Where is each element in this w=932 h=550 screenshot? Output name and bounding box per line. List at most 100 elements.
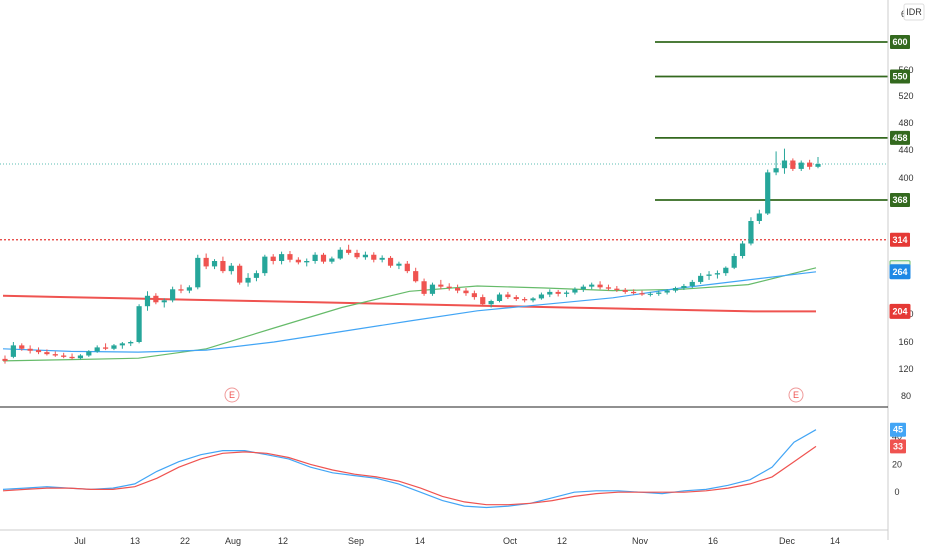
candle-body[interactable] — [237, 265, 243, 283]
candle-body[interactable] — [513, 297, 519, 300]
candle-body[interactable] — [698, 275, 704, 282]
time-axis[interactable]: Jul 13 22 Aug 12 Sep 14 Oct 12 Nov 16 Dec 14 — [74, 536, 840, 546]
earnings-event-marker[interactable] — [788, 387, 804, 403]
candle-body[interactable] — [765, 172, 771, 214]
candle-body[interactable] — [144, 295, 151, 307]
candle-body[interactable] — [346, 249, 352, 253]
candle-body[interactable] — [220, 261, 226, 272]
candle-body[interactable] — [52, 354, 58, 356]
candle-body[interactable] — [723, 267, 729, 274]
candle-body[interactable] — [354, 252, 360, 258]
candle-body[interactable] — [530, 298, 536, 301]
candle-body[interactable] — [136, 306, 142, 342]
candle-body[interactable] — [681, 285, 687, 288]
level-badge[interactable] — [890, 69, 910, 84]
candle-body[interactable] — [77, 355, 84, 359]
candle-body[interactable] — [639, 293, 645, 295]
candle-body[interactable] — [622, 289, 628, 292]
candle-body[interactable] — [664, 290, 670, 293]
candle-body[interactable] — [706, 274, 712, 276]
candle-body[interactable] — [69, 356, 75, 359]
candle-body[interactable] — [656, 292, 662, 294]
candle-body[interactable] — [589, 284, 595, 287]
candle-body[interactable] — [597, 284, 603, 288]
candle-body[interactable] — [287, 254, 293, 260]
candle-body[interactable] — [714, 273, 721, 275]
candle-body[interactable] — [471, 293, 477, 298]
candle-body[interactable] — [94, 347, 100, 352]
candle-body[interactable] — [798, 162, 804, 169]
candle-body[interactable] — [61, 355, 67, 357]
candle-body[interactable] — [781, 160, 788, 169]
candle-body[interactable] — [689, 281, 695, 286]
ma-value-badge[interactable] — [889, 303, 911, 319]
candle-body[interactable] — [421, 281, 427, 294]
candle-body[interactable] — [119, 343, 125, 346]
candle-body[interactable] — [253, 273, 260, 278]
candle-body[interactable] — [379, 257, 385, 260]
level-badge[interactable] — [890, 232, 910, 247]
candle-body[interactable] — [555, 291, 561, 294]
candle-body[interactable] — [19, 345, 25, 349]
candle-body[interactable] — [304, 261, 310, 263]
candle-body[interactable] — [739, 243, 746, 257]
candle-body[interactable] — [186, 287, 192, 291]
candle-body[interactable] — [580, 286, 586, 290]
price-pane[interactable]: 6456052048044040020016012080IDR600550458… — [0, 3, 925, 403]
candle-body[interactable] — [86, 351, 92, 356]
candle-body[interactable] — [413, 271, 419, 282]
candle-body[interactable] — [203, 257, 209, 267]
candle-body[interactable] — [404, 263, 410, 272]
candle-body[interactable] — [295, 259, 301, 263]
oscillator-value-badge[interactable] — [890, 422, 906, 437]
candle-body[interactable] — [153, 295, 159, 303]
candle-body[interactable] — [396, 263, 402, 266]
candle-body[interactable] — [228, 265, 234, 272]
candle-body[interactable] — [337, 249, 343, 259]
candle-body[interactable] — [161, 300, 167, 303]
candle-body[interactable] — [262, 256, 268, 274]
candle-body[interactable] — [522, 299, 528, 301]
candle-body[interactable] — [815, 164, 821, 167]
candle-body[interactable] — [27, 348, 33, 351]
candle-body[interactable] — [748, 221, 754, 244]
candle-body[interactable] — [178, 289, 184, 291]
candle-body[interactable] — [547, 291, 553, 295]
candle-body[interactable] — [44, 352, 50, 355]
candle-body[interactable] — [35, 350, 42, 353]
candle-body[interactable] — [454, 288, 461, 291]
currency-box[interactable] — [903, 3, 925, 21]
candle-body[interactable] — [631, 291, 637, 294]
candle-body[interactable] — [170, 289, 176, 301]
candle-body[interactable] — [387, 257, 394, 266]
candle-body[interactable] — [496, 294, 503, 302]
candle-body[interactable] — [438, 284, 444, 287]
candle-body[interactable] — [505, 294, 511, 298]
candle-body[interactable] — [111, 345, 117, 349]
candle-body[interactable] — [2, 358, 8, 361]
candle-body[interactable] — [538, 294, 545, 299]
candle-body[interactable] — [429, 284, 436, 294]
candle-body[interactable] — [773, 168, 779, 173]
candle-body[interactable] — [647, 293, 653, 295]
oscillator-value-badge[interactable] — [890, 439, 906, 454]
level-badge[interactable] — [890, 130, 910, 145]
level-badge[interactable] — [890, 35, 910, 49]
candle-body[interactable] — [312, 254, 318, 261]
candle-body[interactable] — [672, 288, 679, 291]
candle-body[interactable] — [731, 256, 737, 268]
candle-body[interactable] — [195, 257, 201, 288]
candle-body[interactable] — [463, 290, 469, 294]
level-badge[interactable] — [890, 193, 910, 207]
candle-body[interactable] — [362, 254, 369, 258]
candle-body[interactable] — [488, 301, 494, 305]
candle-body[interactable] — [211, 261, 218, 267]
earnings-event-marker[interactable] — [224, 387, 240, 403]
candle-body[interactable] — [278, 254, 285, 261]
candle-body[interactable] — [320, 254, 327, 262]
candle-body[interactable] — [446, 286, 452, 288]
candle-body[interactable] — [10, 345, 16, 357]
candle-body[interactable] — [480, 297, 486, 305]
ma-value-badge[interactable] — [889, 264, 911, 280]
